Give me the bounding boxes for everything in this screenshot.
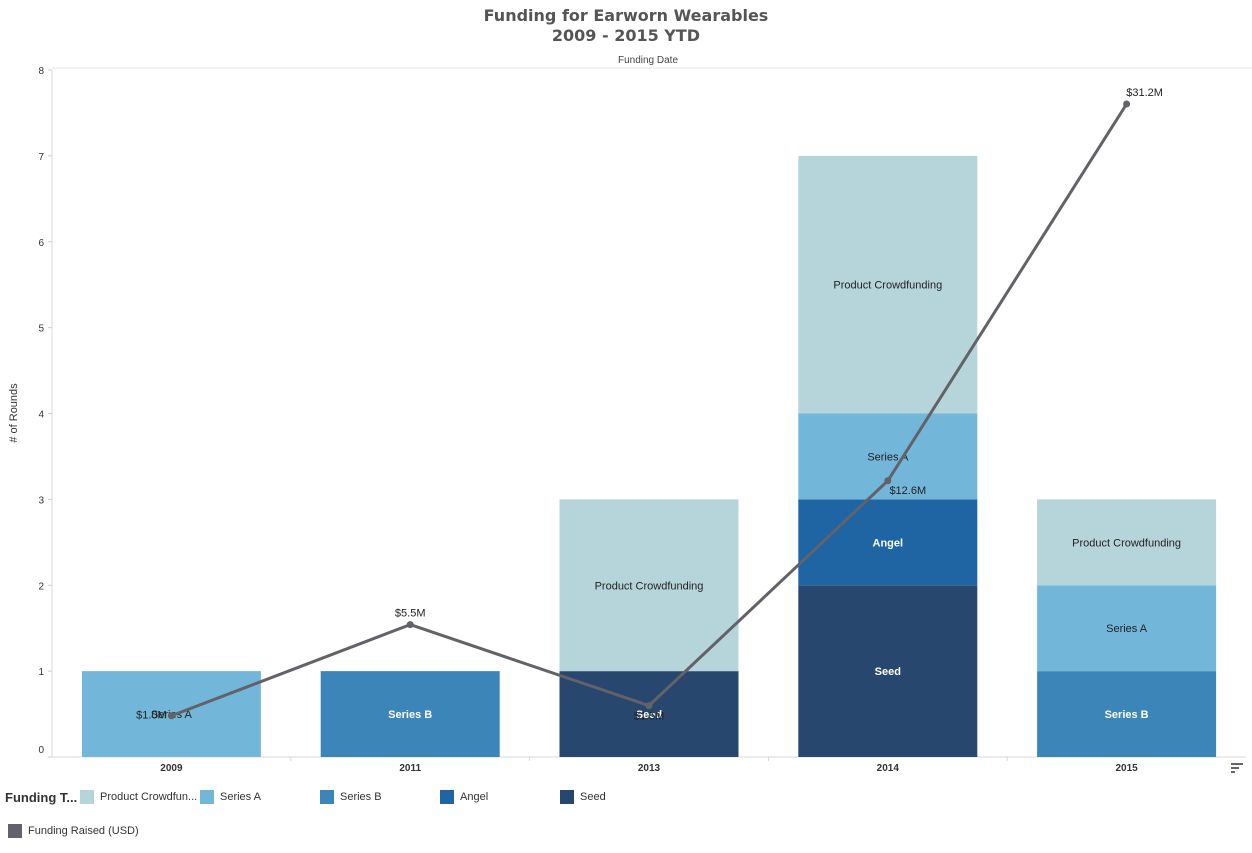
- y-tick-label: 6: [38, 238, 44, 249]
- bar-label: Series A: [867, 451, 909, 463]
- legend-label: Product Crowdfun...: [100, 791, 198, 803]
- y-tick-label: 3: [38, 495, 44, 506]
- bar-angel-2014: [798, 499, 978, 586]
- bar-label: Seed: [875, 666, 901, 678]
- y-tick-label: 2: [38, 581, 44, 592]
- legend-label: Seed: [580, 791, 606, 803]
- legend-swatch: [80, 790, 94, 804]
- x-tick-label: 2014: [877, 763, 900, 774]
- legend-swatch: [440, 790, 454, 804]
- bar-product-crowdfunding-2013: [559, 499, 739, 672]
- legend-item-seed[interactable]: Seed: [560, 790, 606, 804]
- x-tick-label: 2011: [399, 763, 421, 774]
- legend-label: Funding Raised (USD): [28, 825, 139, 837]
- funding-data-label: $12.6M: [889, 485, 926, 497]
- x-tick-label: 2009: [160, 763, 183, 774]
- chart-title: Funding for Earworn Wearables: [483, 6, 769, 25]
- legend-item-angel[interactable]: Angel: [440, 790, 488, 804]
- funding-data-label: $1.0M: [136, 710, 167, 722]
- legend-swatch: [8, 824, 22, 838]
- y-axis-label: # of Rounds: [8, 383, 20, 443]
- top-axis-label: Funding Date: [618, 55, 678, 66]
- funding-point-2013: [645, 702, 653, 710]
- bar-seed-2014: [798, 585, 978, 757]
- legend-swatch: [200, 790, 214, 804]
- bar-label: Angel: [873, 537, 904, 549]
- funding-data-label: $31.2M: [1126, 87, 1163, 99]
- y-tick-label: 8: [38, 66, 44, 77]
- y-tick-label: 4: [38, 410, 44, 421]
- bar-label: Series B: [388, 709, 432, 721]
- sort-descending-icon[interactable]: [1231, 763, 1245, 775]
- color-legend: Funding T...: [5, 789, 80, 805]
- chart-canvas: Funding Date # of Rounds 0 1 2 3 4 5 6 7 8 Seed Seed…: [8, 55, 1252, 774]
- chart-subtitle: 2009 - 2015 YTD: [551, 26, 701, 45]
- y-tick-label: 5: [38, 324, 44, 335]
- legend-title: Funding T...: [5, 789, 78, 805]
- legend-item-funding-raised[interactable]: Funding Raised (USD): [8, 824, 139, 838]
- legend-label: Series B: [340, 791, 382, 803]
- x-tick-label: 2013: [638, 763, 661, 774]
- funding-point-2009: [167, 712, 175, 720]
- bar-label: Product Crowdfunding: [833, 280, 942, 292]
- legend-label: Angel: [460, 791, 489, 803]
- bar-label: Product Crowdfunding: [1072, 537, 1181, 549]
- bar-label: Series A: [1106, 623, 1148, 635]
- bar-series-b-2015: [1037, 671, 1217, 757]
- legend-item-series-a[interactable]: Series A: [200, 790, 261, 804]
- y-tick-label: 7: [38, 152, 44, 163]
- legend-swatch: [320, 790, 334, 804]
- legend-swatch: [560, 790, 574, 804]
- funding-data-label: $5.5M: [395, 608, 426, 620]
- bar-label: Seed: [636, 709, 662, 721]
- legend-item-series-b[interactable]: Series B: [320, 790, 382, 804]
- bar-label: Series B: [1105, 709, 1149, 721]
- funding-point-2011: [406, 621, 414, 629]
- bar-series-a-2015: [1037, 585, 1217, 672]
- legend-item-product-crowdfunding[interactable]: Product Crowdfun...: [80, 790, 197, 804]
- x-tick-label: 2015: [1115, 763, 1138, 774]
- legend-label: Series A: [220, 791, 261, 803]
- funding-point-2015: [1123, 100, 1131, 108]
- bar-label: Product Crowdfunding: [595, 580, 704, 592]
- y-tick-label: 1: [38, 667, 44, 678]
- bar-series-b-2011: [320, 671, 500, 757]
- bar-product-crowdfunding-2015: [1037, 499, 1217, 586]
- y-tick-label: 0: [38, 745, 44, 756]
- bar-product-crowdfunding-2014: [798, 155, 978, 414]
- funding-point-2014: [884, 477, 892, 485]
- funding-data-label: $1.5M: [634, 711, 665, 723]
- bar-series-a-2014: [798, 413, 978, 500]
